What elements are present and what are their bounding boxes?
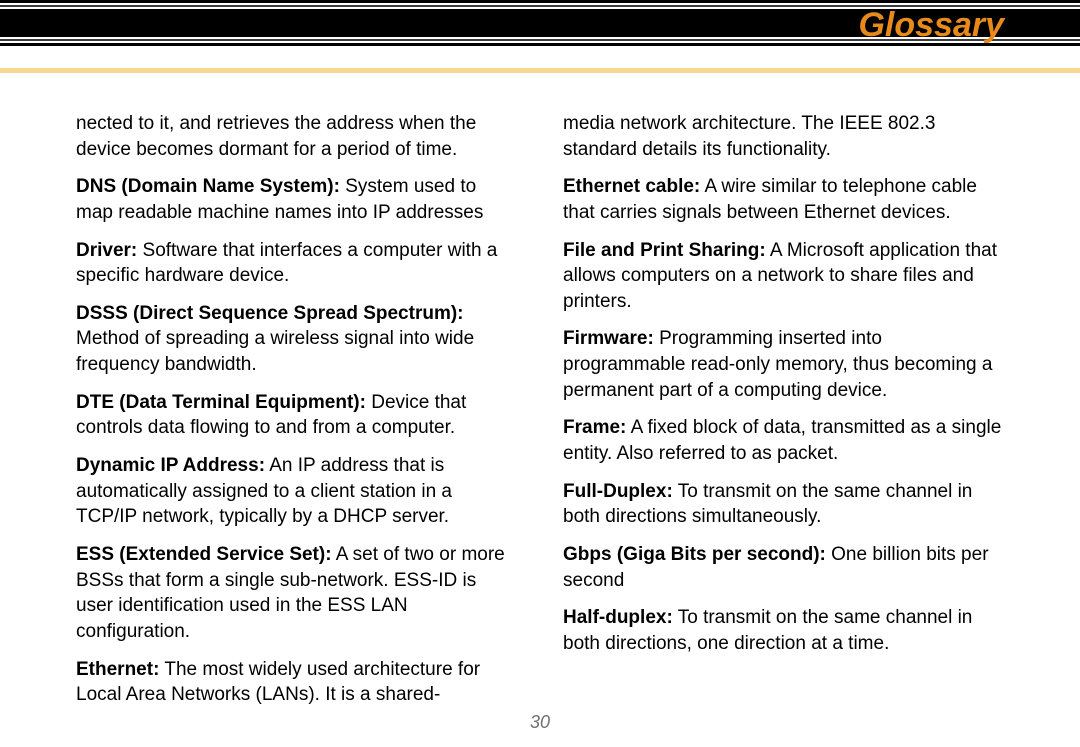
glossary-entry: File and Print Sharing: A Microsoft appl…: [563, 238, 1004, 315]
glossary-term: DTE (Data Terminal Equipment):: [76, 392, 366, 413]
glossary-term: Driver:: [76, 240, 137, 261]
glossary-entry: DTE (Data Terminal Equipment): Device th…: [76, 390, 517, 441]
glossary-entry: Driver: Software that interfaces a compu…: [76, 238, 517, 289]
page-header: Glossary: [0, 0, 1080, 73]
content-area: nected to it, and retrieves the address …: [0, 73, 1080, 720]
glossary-term: Firmware:: [563, 328, 654, 349]
glossary-definition: media network architecture. The IEEE 802…: [563, 113, 935, 160]
glossary-entry: Gbps (Giga Bits per second): One billion…: [563, 542, 1004, 593]
header-stripe: [0, 46, 1080, 68]
glossary-definition: Method of spreading a wireless signal in…: [76, 328, 474, 375]
glossary-entry: Firmware: Programming inserted into prog…: [563, 326, 1004, 403]
glossary-term: Half-duplex:: [563, 607, 673, 628]
header-stripe: [0, 68, 1080, 73]
glossary-term: Ethernet:: [76, 659, 159, 680]
page-title: Glossary: [858, 6, 1004, 45]
glossary-entry: media network architecture. The IEEE 802…: [563, 111, 1004, 162]
glossary-term: DNS (Domain Name System):: [76, 176, 340, 197]
glossary-term: Dynamic IP Address:: [76, 455, 265, 476]
glossary-term: Ethernet cable:: [563, 176, 700, 197]
glossary-definition: Software that interfaces a computer with…: [76, 240, 497, 287]
glossary-entry: Ethernet cable: A wire similar to teleph…: [563, 174, 1004, 225]
glossary-term: ESS (Extended Service Set):: [76, 544, 332, 565]
glossary-entry: Ethernet: The most widely used architect…: [76, 657, 517, 708]
glossary-entry: Frame: A fixed block of data, transmitte…: [563, 415, 1004, 466]
glossary-term: Frame:: [563, 417, 626, 438]
glossary-term: File and Print Sharing:: [563, 240, 766, 261]
glossary-term: DSSS (Direct Sequence Spread Spectrum):: [76, 303, 464, 324]
glossary-entry: Half-duplex: To transmit on the same cha…: [563, 605, 1004, 656]
page-number: 30: [0, 712, 1080, 733]
glossary-entry: ESS (Extended Service Set): A set of two…: [76, 542, 517, 645]
column-left: nected to it, and retrieves the address …: [76, 111, 517, 720]
glossary-definition: nected to it, and retrieves the address …: [76, 113, 476, 160]
glossary-entry: DSSS (Direct Sequence Spread Spectrum): …: [76, 301, 517, 378]
glossary-entry: nected to it, and retrieves the address …: [76, 111, 517, 162]
glossary-entry: DNS (Domain Name System): System used to…: [76, 174, 517, 225]
column-right: media network architecture. The IEEE 802…: [563, 111, 1004, 720]
glossary-definition: A fixed block of data, transmitted as a …: [563, 417, 1001, 464]
glossary-term: Gbps (Giga Bits per second):: [563, 544, 826, 565]
glossary-entry: Dynamic IP Address: An IP address that i…: [76, 453, 517, 530]
glossary-entry: Full-Duplex: To transmit on the same cha…: [563, 479, 1004, 530]
glossary-term: Full-Duplex:: [563, 481, 673, 502]
